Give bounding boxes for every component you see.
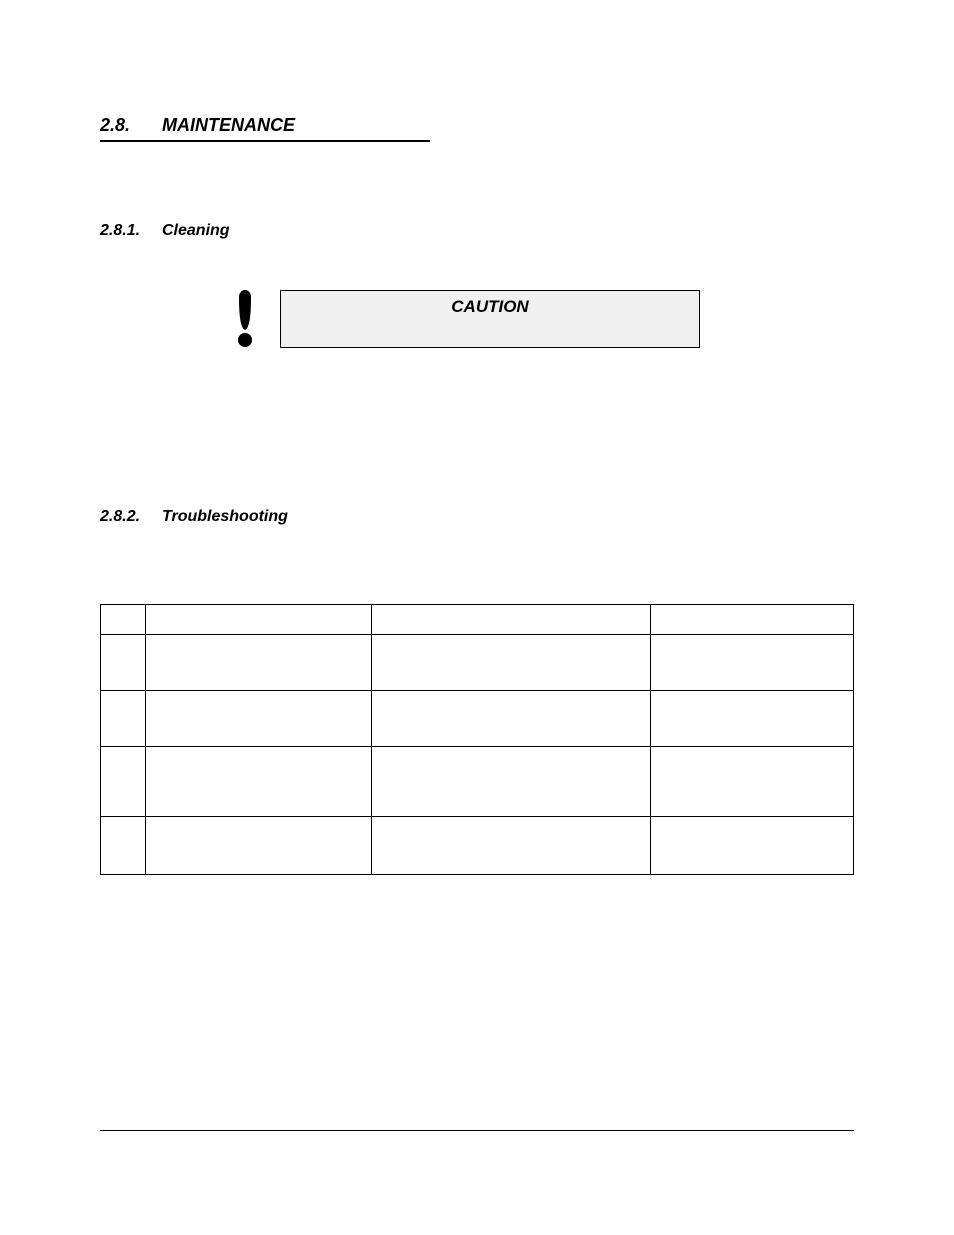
table-row <box>101 605 854 635</box>
document-page: 2.8. MAINTENANCE 2.8.1. Cleaning CAUTION… <box>0 0 954 1235</box>
subsection-heading: 2.8.2. Troubleshooting <box>100 508 854 526</box>
subsection-number: 2.8.2. <box>100 508 162 526</box>
section-number: 2.8. <box>100 115 162 136</box>
exclamation-icon <box>220 290 270 348</box>
table-cell <box>101 817 146 875</box>
table-cell <box>146 691 372 747</box>
subsection-heading: 2.8.1. Cleaning <box>100 222 854 240</box>
troubleshooting-table <box>100 604 854 875</box>
table-cell <box>372 691 651 747</box>
table-cell <box>101 605 146 635</box>
subsection-troubleshooting: 2.8.2. Troubleshooting <box>100 508 854 875</box>
table-cell <box>650 691 853 747</box>
table-row <box>101 691 854 747</box>
table-cell <box>650 635 853 691</box>
subsection-title: Troubleshooting <box>162 508 288 526</box>
table-cell <box>650 817 853 875</box>
caution-label: CAUTION <box>451 297 528 317</box>
table-cell <box>101 747 146 817</box>
table-cell <box>101 691 146 747</box>
section-title: MAINTENANCE <box>162 115 295 136</box>
table-cell <box>146 635 372 691</box>
table-row <box>101 635 854 691</box>
caution-box: CAUTION <box>280 290 700 348</box>
table-cell <box>372 635 651 691</box>
table-cell <box>146 747 372 817</box>
table-cell <box>372 605 651 635</box>
footer-rule <box>100 1130 854 1131</box>
subsection-cleaning: 2.8.1. Cleaning CAUTION <box>100 222 854 348</box>
table-row <box>101 817 854 875</box>
table-cell <box>372 817 651 875</box>
table-cell <box>146 605 372 635</box>
table-cell <box>372 747 651 817</box>
subsection-number: 2.8.1. <box>100 222 162 240</box>
subsection-title: Cleaning <box>162 222 230 240</box>
table-cell <box>146 817 372 875</box>
table-cell <box>650 605 853 635</box>
table-cell <box>650 747 853 817</box>
table-cell <box>101 635 146 691</box>
caution-block: CAUTION <box>220 290 854 348</box>
table-row <box>101 747 854 817</box>
section-heading: 2.8. MAINTENANCE <box>100 115 430 142</box>
